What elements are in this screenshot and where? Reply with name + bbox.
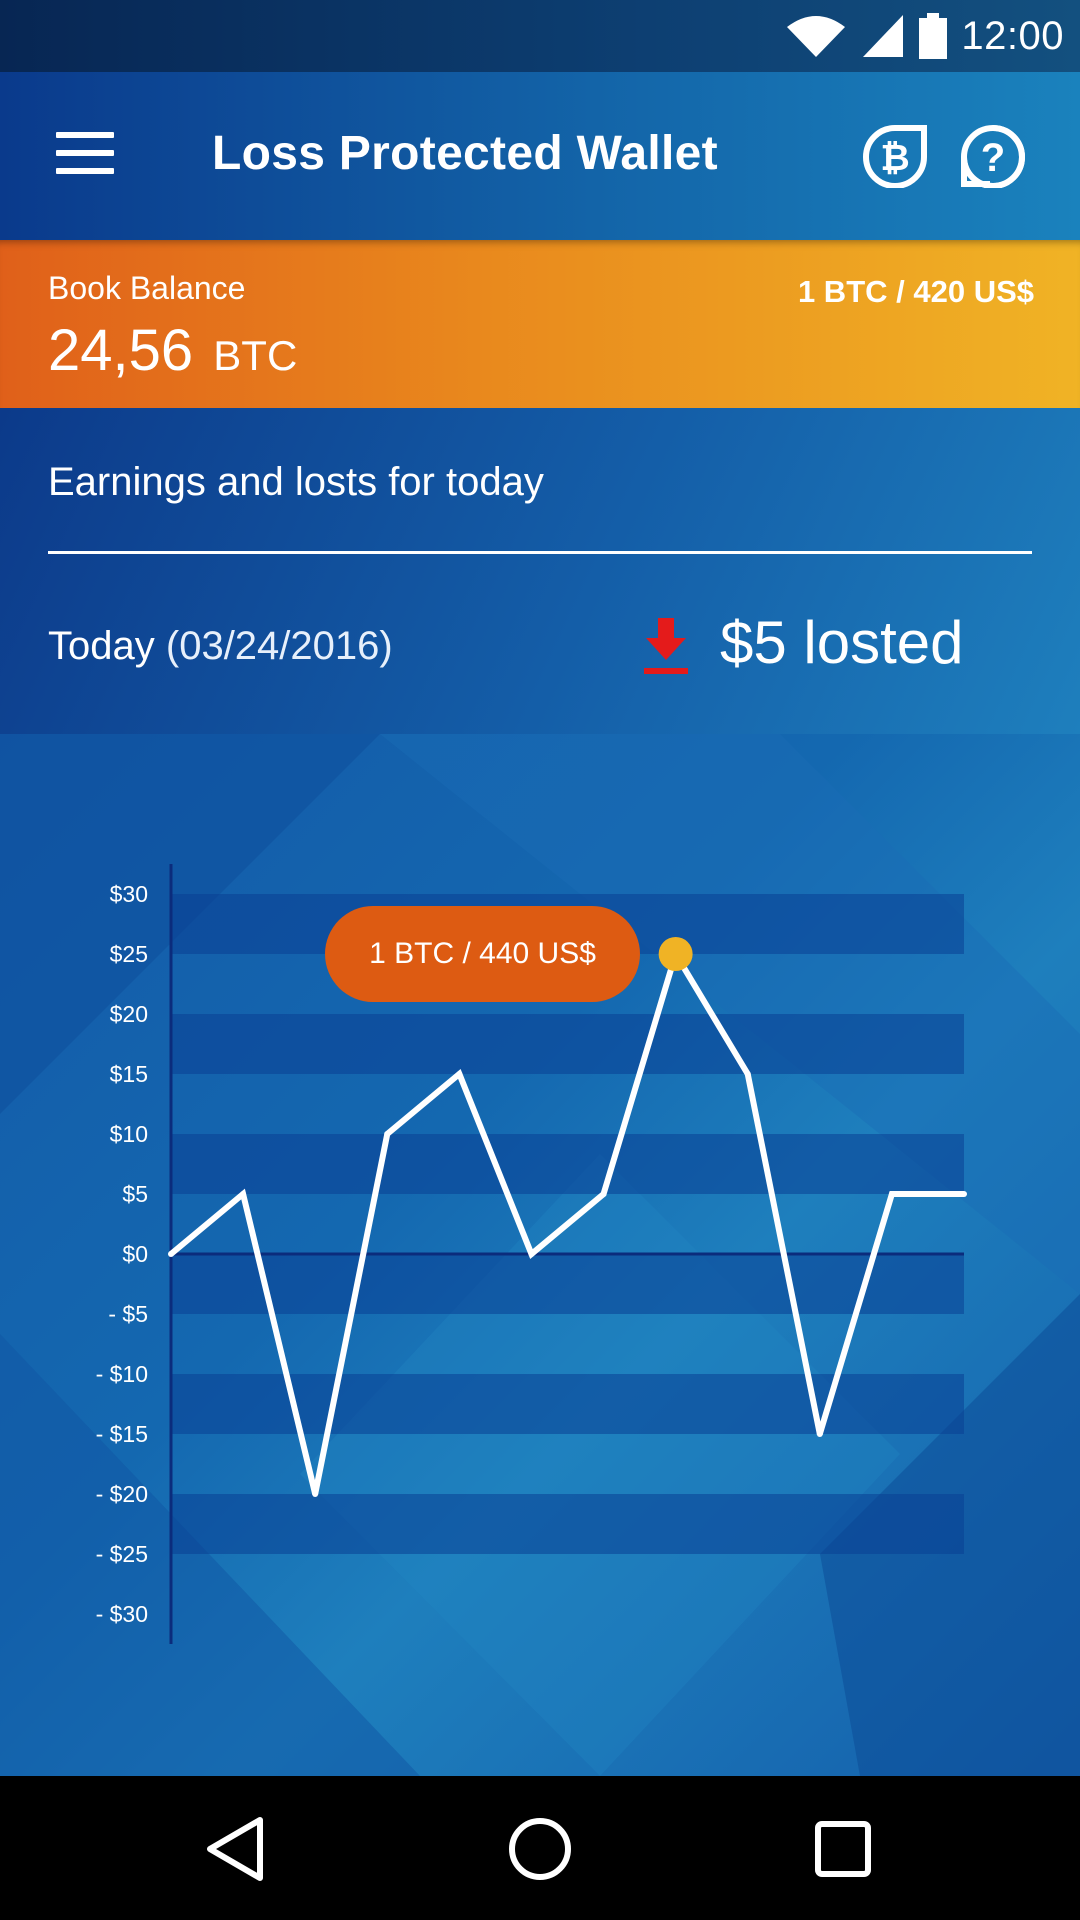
recents-icon[interactable]	[808, 1814, 878, 1884]
status-bar: 12:00	[0, 0, 1080, 72]
data-point	[888, 1191, 895, 1197]
back-icon[interactable]	[202, 1814, 272, 1884]
data-point	[240, 1191, 247, 1197]
price-tooltip: 1 BTC / 440 US$	[325, 906, 640, 1002]
section-title: Earnings and losts for today	[48, 460, 544, 504]
exchange-rate: 1 BTC / 420 US$	[797, 274, 1034, 309]
app-bar: Loss Protected Wallet ₿ ?	[0, 72, 1080, 240]
data-point	[744, 1071, 751, 1077]
earnings-chart: $30 $25 $20 $15 $10 $5 $0 - $5 - $10 - $15 - $20 - …	[0, 734, 1080, 1776]
wifi-icon	[787, 16, 846, 57]
balance-label: Book Balance	[48, 270, 246, 306]
svg-text:₿: ₿	[880, 137, 909, 178]
y-tick-label: - $25	[96, 1541, 148, 1567]
bitcoin-icon[interactable]: ₿	[862, 124, 928, 188]
data-point	[384, 1131, 391, 1137]
svg-text:?: ?	[981, 136, 1005, 180]
y-tick-label: $30	[110, 881, 148, 907]
balance-unit: BTC	[213, 332, 298, 379]
battery-icon	[919, 13, 948, 59]
grid-band	[171, 1134, 964, 1194]
balance-amount: 24,56	[48, 318, 194, 383]
y-tick-label: - $10	[96, 1361, 148, 1387]
app-title: Loss Protected Wallet	[212, 127, 718, 180]
divider	[48, 551, 1032, 554]
chart-canvas: $30 $25 $20 $15 $10 $5 $0 - $5 - $10 - $15 - $20 - …	[0, 734, 1080, 1776]
data-point	[600, 1191, 607, 1197]
y-tick-label: - $15	[96, 1421, 148, 1447]
home-icon[interactable]	[505, 1814, 575, 1884]
y-tick-label: $15	[110, 1061, 148, 1087]
data-point	[816, 1431, 823, 1437]
download-arrow-icon	[644, 618, 688, 674]
menu-icon[interactable]	[56, 132, 114, 174]
y-tick-label: $5	[122, 1181, 148, 1207]
today-date: (03/24/2016)	[165, 624, 393, 668]
data-point	[456, 1071, 463, 1077]
navigation-bar	[0, 1776, 1080, 1920]
data-point	[312, 1491, 319, 1497]
signal-icon	[863, 15, 904, 57]
y-tick-label: $25	[110, 941, 148, 967]
help-icon[interactable]: ?	[960, 124, 1026, 188]
series-line	[169, 946, 964, 1495]
y-tick-label: $20	[110, 1001, 148, 1027]
y-tick-label: $10	[110, 1121, 148, 1147]
data-point	[528, 1251, 535, 1257]
today-label: Today	[48, 624, 155, 668]
grid-band	[171, 1494, 964, 1554]
grid-band	[171, 1254, 964, 1314]
grid-band	[171, 1014, 964, 1074]
highlight-point	[658, 937, 693, 971]
data-point	[168, 1251, 174, 1257]
loss-amount: $5 losted	[720, 609, 964, 676]
data-point	[961, 1191, 967, 1197]
today-row: Today (03/24/2016)	[48, 624, 393, 669]
status-time: 12:00	[961, 13, 1064, 58]
y-tick-label: - $30	[96, 1601, 148, 1627]
y-tick-label: - $5	[108, 1301, 148, 1327]
y-tick-label: $0	[122, 1241, 148, 1267]
balance-card: Book Balance 24,56 BTC 1 BTC / 420 US$	[0, 240, 1080, 408]
earnings-section: Earnings and losts for today Today (03/2…	[0, 408, 1080, 734]
y-tick-label: - $20	[96, 1481, 148, 1507]
balance-value: 24,56 BTC	[48, 316, 297, 391]
